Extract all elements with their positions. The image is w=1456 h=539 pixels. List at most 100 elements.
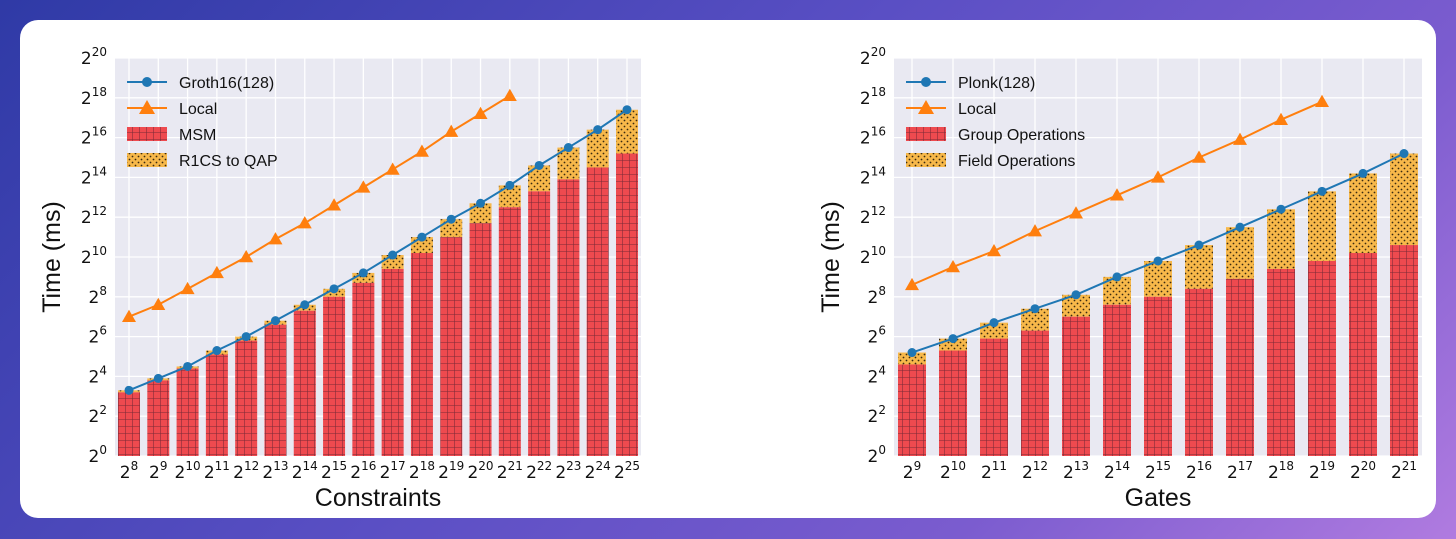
bar-bottom-segment (1103, 304, 1131, 456)
point-main (417, 232, 427, 242)
legend-marker-local (918, 100, 934, 114)
bar-bottom-segment (1308, 260, 1336, 456)
x-tick-label-base: 2 (585, 463, 596, 483)
point-main (358, 268, 368, 278)
x-tick-label: 28 (120, 459, 138, 483)
x-tick-label-exp: 15 (1156, 459, 1171, 473)
y-tick-label: 26 (89, 324, 107, 348)
x-tick-label: 220 (467, 459, 493, 483)
point-main (907, 348, 917, 358)
x-tick-label: 213 (262, 459, 288, 483)
y-tick-label-exp: 0 (878, 443, 886, 457)
bar-bottom-segment (939, 350, 967, 456)
x-tick-label-base: 2 (149, 463, 160, 483)
x-tick-label-base: 2 (321, 463, 332, 483)
y-tick-label-exp: 18 (92, 85, 107, 99)
x-axis-label: Constraints (315, 484, 441, 512)
bar-bottom-segment (264, 324, 287, 456)
point-main (241, 332, 251, 342)
bar-top-segment (1349, 173, 1377, 254)
bar-bottom-segment (176, 368, 199, 456)
x-tick-label-exp: 22 (537, 459, 552, 473)
bar-top-segment (586, 129, 609, 168)
x-tick-label: 224 (585, 459, 611, 483)
y-tick-label: 22 (868, 403, 886, 427)
bar-bottom-segment (1267, 268, 1295, 456)
legend-marker-local (139, 100, 155, 114)
x-tick-label: 219 (438, 459, 464, 483)
bar-bottom-segment (1349, 253, 1377, 456)
x-tick-label-exp: 15 (332, 459, 347, 473)
point-main (505, 180, 515, 190)
x-tick-label: 222 (526, 459, 552, 483)
y-tick-label-base: 2 (89, 367, 100, 387)
point-local (1274, 112, 1288, 125)
point-local (444, 124, 459, 137)
y-tick-label: 20 (868, 443, 886, 467)
x-tick-label-base: 2 (1145, 463, 1156, 483)
point-local (239, 250, 254, 263)
legend: Plonk(128) Local Group Operations Field Ope… (906, 75, 1085, 170)
x-tick-label-base: 2 (903, 463, 914, 483)
point-local (414, 144, 429, 157)
x-tick-label: 216 (1186, 459, 1212, 483)
point-main (1153, 256, 1163, 266)
x-tick-label-base: 2 (380, 463, 391, 483)
x-tick-label-exp: 11 (992, 459, 1007, 473)
x-tick-label-base: 2 (981, 463, 992, 483)
y-tick-label-exp: 10 (871, 244, 886, 258)
y-tick-label-base: 2 (860, 248, 871, 268)
y-tick-label-exp: 4 (99, 363, 107, 377)
point-main (989, 318, 999, 328)
x-tick-label-base: 2 (175, 463, 186, 483)
legend-swatch-top (127, 153, 167, 167)
x-tick-label-exp: 21 (508, 459, 523, 473)
legend-label: Local (958, 101, 996, 118)
bar-bottom-segment (381, 268, 404, 456)
bar-top-segment (1390, 153, 1418, 246)
bar-top-segment (1021, 308, 1049, 331)
y-tick-label: 24 (868, 363, 886, 387)
point-main (183, 361, 193, 371)
point-main (1235, 222, 1245, 232)
x-tick-label-exp: 19 (449, 459, 464, 473)
y-axis-label: Time (ms) (38, 201, 66, 313)
x-tick-label-base: 2 (526, 463, 537, 483)
x-tick-label-exp: 12 (1033, 459, 1048, 473)
y-tick-label: 210 (860, 244, 886, 268)
bar-bottom-segment (410, 253, 433, 456)
bar-bottom-segment (205, 354, 228, 456)
x-tick-label-exp: 12 (244, 459, 259, 473)
legend-label: MSM (179, 127, 216, 144)
x-tick-label: 215 (321, 459, 347, 483)
x-tick-label: 223 (555, 459, 581, 483)
y-tick-label: 220 (81, 45, 107, 69)
x-tick-label-exp: 20 (478, 459, 493, 473)
x-tick-label-base: 2 (467, 463, 478, 483)
y-tick-label-exp: 2 (878, 403, 886, 417)
point-main (446, 214, 456, 224)
x-tick-label-exp: 14 (303, 459, 318, 473)
y-tick-label-base: 2 (868, 367, 879, 387)
point-main (1030, 304, 1040, 314)
x-tick-label-exp: 16 (1197, 459, 1212, 473)
x-axis-label: Gates (1125, 484, 1192, 512)
y-tick-label-base: 2 (860, 168, 871, 188)
x-tick-label-base: 2 (350, 463, 361, 483)
point-local (905, 277, 919, 291)
bar-bottom-segment (1390, 245, 1418, 456)
x-tick-label-base: 2 (409, 463, 420, 483)
y-tick-label: 28 (89, 284, 107, 308)
x-tick-label-base: 2 (1268, 463, 1279, 483)
y-tick-label: 26 (868, 324, 886, 348)
y-tick-label-exp: 4 (878, 363, 886, 377)
x-tick-label-base: 2 (1022, 463, 1033, 483)
legend-label: Groth16(128) (179, 75, 274, 92)
y-tick-label-exp: 14 (871, 164, 886, 178)
legend-swatch-bottom (127, 127, 167, 141)
point-main (1317, 186, 1327, 196)
y-tick-label-base: 2 (860, 208, 871, 228)
x-tick-label-base: 2 (1104, 463, 1115, 483)
y-tick-label-base: 2 (860, 89, 871, 109)
